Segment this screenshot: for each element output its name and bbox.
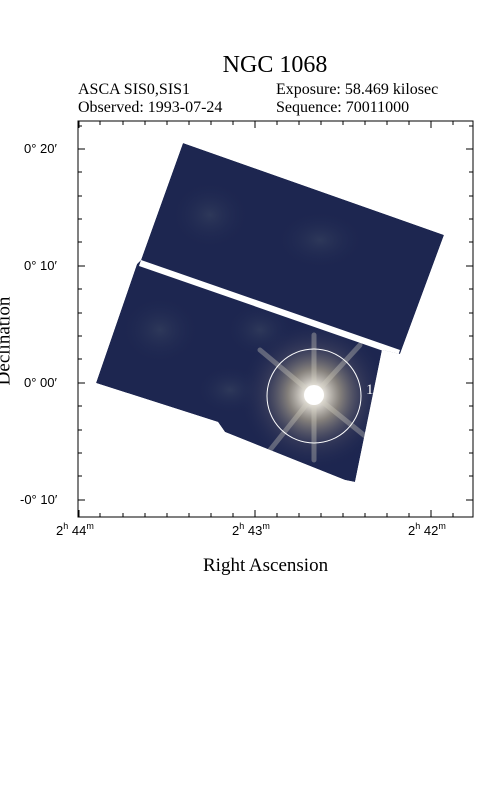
instrument-label: ASCA SIS0,SIS1 bbox=[78, 81, 191, 98]
dec-tick-label: 0° 20′ bbox=[24, 141, 57, 156]
ra-tick-label: 2h 42m bbox=[408, 521, 446, 538]
ra-ticks bbox=[78, 121, 454, 517]
dec-ticks bbox=[78, 125, 473, 501]
ra-tick-label: 2h 44m bbox=[56, 521, 94, 538]
dec-tick-label: 0° 10′ bbox=[24, 258, 57, 273]
exposure-label: Exposure: 58.469 kilosec bbox=[276, 81, 439, 98]
image-title: NGC 1068 bbox=[222, 52, 328, 78]
y-axis-label: Declination bbox=[0, 296, 15, 386]
x-axis-label: Right Ascension bbox=[203, 555, 329, 576]
ra-tick-label: 2h 43m bbox=[232, 521, 270, 538]
dec-tick-label: 0° 00′ bbox=[24, 375, 57, 390]
region-label: 1 bbox=[366, 382, 374, 398]
dec-tick-label: -0° 10′ bbox=[20, 492, 58, 507]
detector-field bbox=[96, 143, 444, 482]
observed-date: Observed: 1993-07-24 bbox=[78, 99, 223, 116]
plot-frame bbox=[77, 120, 474, 518]
sequence-label: Sequence: 70011000 bbox=[276, 99, 410, 116]
region-circle bbox=[266, 348, 362, 444]
